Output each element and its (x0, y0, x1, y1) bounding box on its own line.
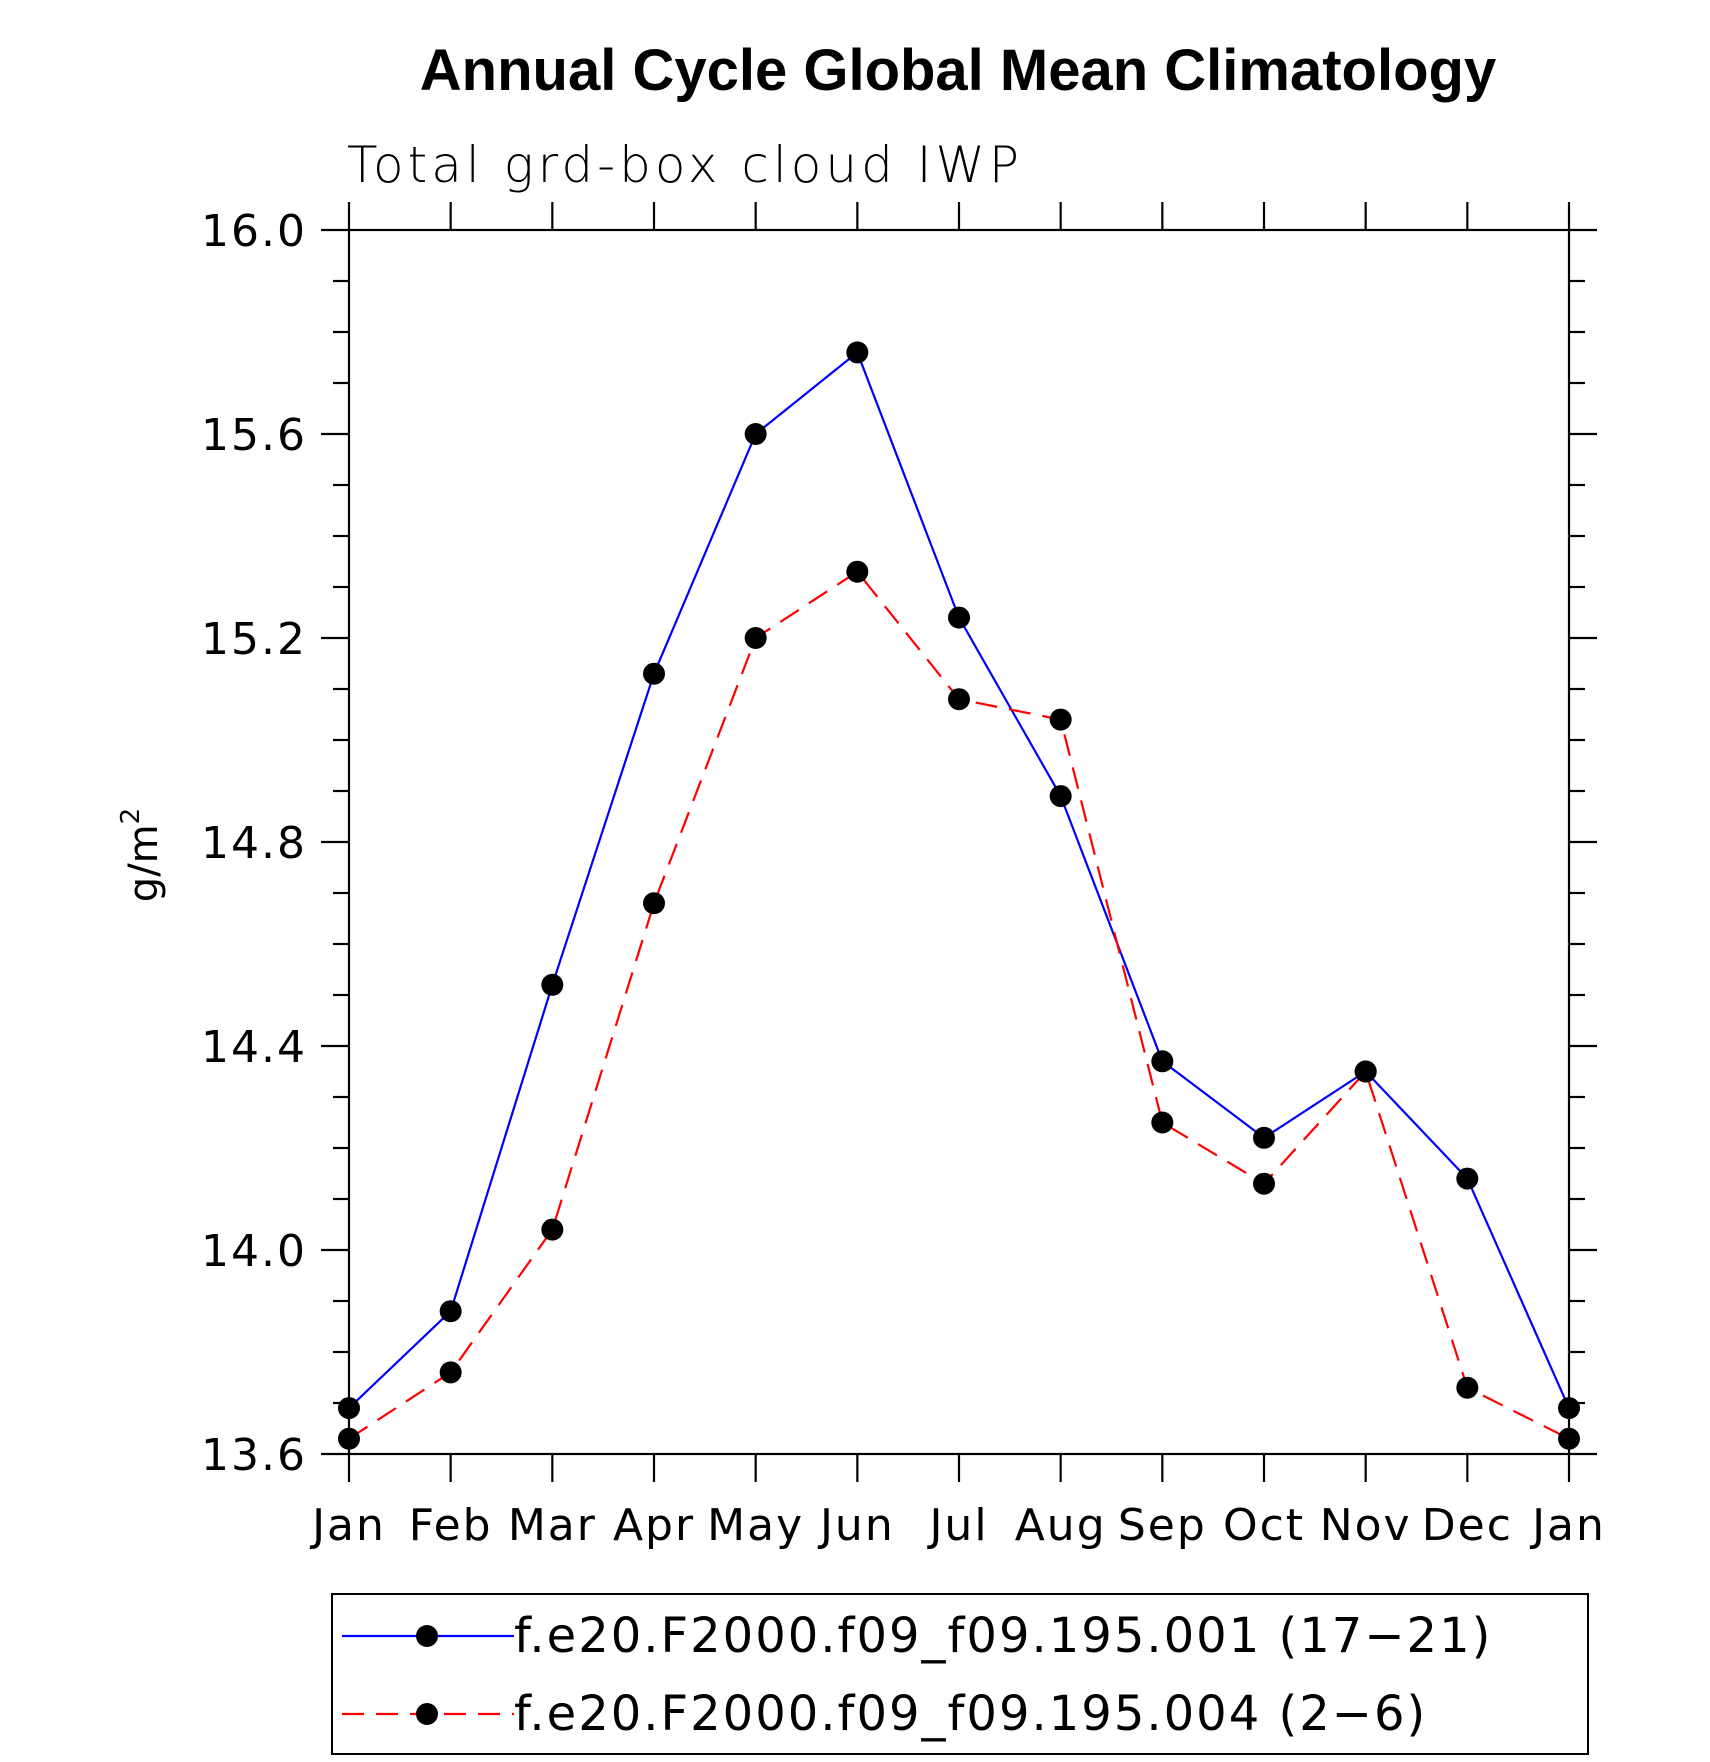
series-layer (338, 341, 1580, 1450)
data-point-series-2 (1354, 1060, 1377, 1083)
data-point-series-1 (338, 1397, 360, 1420)
data-point-series-2 (541, 1218, 564, 1241)
data-point-series-2 (948, 688, 970, 711)
plot-frame (347, 228, 1571, 1456)
y-tick-label: 14.0 (201, 1226, 307, 1277)
data-point-series-1 (541, 973, 564, 996)
x-tick-label: Jan (309, 1500, 386, 1551)
y-tick-label: 15.6 (201, 410, 307, 461)
y-tick-labels: 13.6 14.0 14.4 14.8 15.2 15.6 16.0 (201, 206, 307, 1481)
legend-box (331, 1593, 1589, 1755)
x-tick-label: Jun (817, 1500, 895, 1551)
x-tick-label: Oct (1223, 1500, 1305, 1551)
data-point-series-2 (1558, 1427, 1580, 1450)
y-tick-label: 13.6 (201, 1430, 307, 1481)
data-point-series-1 (1151, 1050, 1174, 1073)
x-tick-label: Aug (1015, 1500, 1107, 1551)
data-point-series-2 (1456, 1376, 1479, 1399)
data-point-series-1 (643, 662, 665, 685)
data-point-series-1 (1049, 785, 1072, 808)
data-point-series-1 (1558, 1397, 1580, 1420)
x-tick-label: Dec (1422, 1500, 1513, 1551)
data-point-series-2 (1151, 1111, 1174, 1134)
chart-title: Annual Cycle Global Mean Climatology (420, 38, 1496, 103)
data-point-series-1 (439, 1300, 462, 1323)
y-tick-label: 16.0 (201, 206, 307, 257)
data-point-series-2 (1049, 708, 1072, 731)
y-axis-label-superscript: 2 (116, 808, 146, 825)
legend: f.e20.F2000.f09_f09.195.001 (17−21) f.e2… (331, 1593, 1589, 1755)
legend-label-series-2: f.e20.F2000.f09_f09.195.004 (2−6) (514, 1686, 1427, 1742)
data-point-series-2 (643, 892, 665, 915)
chart-subtitle: Total grd-box cloud IWP (347, 136, 1023, 194)
data-point-series-1 (948, 606, 970, 629)
x-tick-label: May (707, 1500, 804, 1551)
axes (321, 202, 1597, 1482)
data-point-series-2 (338, 1427, 360, 1450)
data-point-series-1 (744, 423, 767, 445)
y-axis-label: g/m2 (116, 808, 167, 902)
x-tick-labels: Jan Feb Mar Apr May Jun Jul Aug Sep Oct Nov Dec Jan (309, 1500, 1606, 1551)
y-axis-label-text: g/m (121, 824, 167, 902)
legend-label-series-1: f.e20.F2000.f09_f09.195.001 (17−21) (514, 1608, 1492, 1664)
data-point-series-1 (846, 341, 869, 364)
data-point-series-2 (744, 627, 767, 649)
legend-marker-series-2 (416, 1703, 438, 1725)
series-line-1 (348, 351, 1571, 1409)
data-point-series-2 (439, 1361, 462, 1384)
y-tick-label: 14.8 (201, 818, 307, 869)
x-tick-label: Sep (1118, 1500, 1207, 1551)
data-point-series-1 (1253, 1126, 1275, 1149)
legend-marker-series-1 (416, 1625, 438, 1647)
data-point-series-2 (846, 560, 869, 583)
x-tick-label: Jul (926, 1500, 988, 1551)
x-tick-label: Apr (613, 1500, 695, 1551)
x-tick-label: Jan (1529, 1500, 1606, 1551)
x-tick-label: Feb (409, 1500, 493, 1551)
x-tick-label: Mar (508, 1500, 597, 1551)
y-tick-label: 14.4 (201, 1022, 307, 1073)
data-point-series-1 (1456, 1167, 1479, 1190)
y-tick-label: 15.2 (201, 614, 307, 665)
data-point-series-2 (1253, 1172, 1275, 1195)
x-tick-label: Nov (1320, 1500, 1412, 1551)
